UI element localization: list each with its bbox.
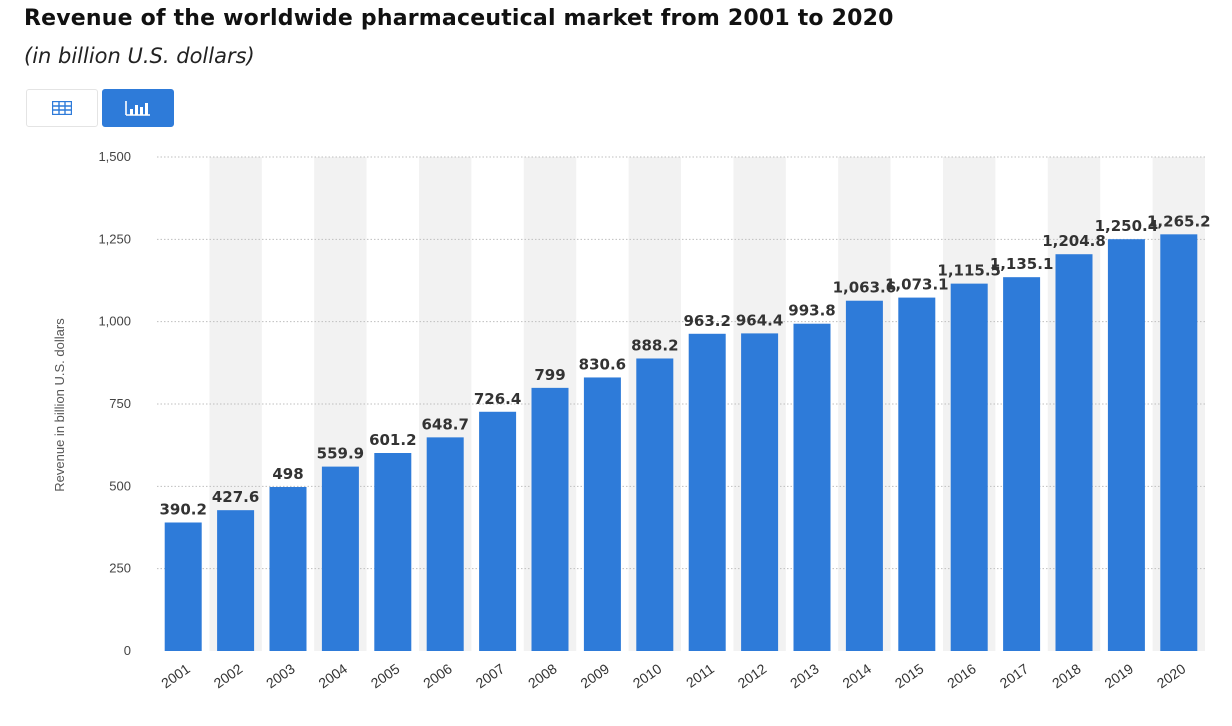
x-tick-label: 2020	[1154, 660, 1189, 691]
x-tick-label: 2019	[1101, 660, 1136, 691]
data-label: 1,250.4	[1095, 217, 1159, 235]
x-tick-label: 2013	[787, 660, 822, 691]
y-tick-label: 250	[109, 561, 131, 576]
data-label: 964.4	[736, 311, 783, 329]
x-tick-label: 2015	[892, 660, 927, 691]
bar	[426, 437, 464, 651]
bar	[164, 522, 202, 651]
x-tick-label: 2005	[368, 660, 403, 691]
table-icon	[52, 101, 72, 115]
data-label: 498	[272, 465, 303, 483]
x-tick-label: 2012	[735, 660, 770, 691]
y-tick-label: 1,250	[98, 231, 131, 246]
y-tick-label: 1,500	[98, 149, 131, 164]
data-label: 648.7	[421, 415, 468, 433]
chart-subtitle: (in billion U.S. dollars)	[24, 44, 255, 68]
x-tick-label: 2002	[211, 660, 246, 691]
bar	[688, 333, 726, 651]
x-tick-label: 2010	[630, 660, 665, 691]
table-view-button[interactable]	[26, 89, 98, 127]
data-label: 963.2	[683, 312, 730, 330]
x-tick-label: 2003	[263, 660, 298, 691]
y-tick-label: 500	[109, 478, 131, 493]
data-label: 390.2	[159, 500, 206, 518]
x-tick-label: 2017	[997, 660, 1032, 691]
data-label: 1,115.5	[937, 262, 1001, 280]
data-label: 1,265.2	[1147, 212, 1211, 230]
bar	[217, 510, 255, 651]
bar	[1055, 254, 1093, 652]
data-label: 830.6	[579, 355, 626, 373]
bar	[1003, 277, 1041, 651]
data-label: 1,135.1	[990, 255, 1054, 273]
x-tick-label: 2008	[525, 660, 560, 691]
data-label: 1,204.8	[1042, 232, 1106, 250]
bar	[531, 387, 569, 651]
x-tick-label: 2004	[315, 660, 350, 691]
bar	[898, 297, 936, 651]
bar	[1160, 234, 1198, 652]
y-tick-label: 0	[124, 643, 131, 658]
data-label: 726.4	[474, 390, 521, 408]
data-label: 799	[534, 366, 565, 384]
x-tick-label: 2011	[683, 660, 717, 690]
x-tick-label: 2016	[944, 660, 979, 691]
data-label: 601.2	[369, 431, 416, 449]
data-label: 1,063.6	[833, 279, 897, 297]
bar	[269, 486, 307, 651]
bar	[793, 323, 831, 651]
x-tick-label: 2006	[420, 660, 455, 691]
bar	[374, 453, 412, 651]
data-label: 888.2	[631, 336, 678, 354]
data-label: 427.6	[212, 488, 259, 506]
bar	[950, 283, 988, 651]
bar	[636, 358, 674, 651]
x-tick-label: 2009	[577, 660, 612, 691]
bar	[583, 377, 621, 651]
x-tick-label: 2001	[158, 660, 193, 691]
x-tick-label: 2018	[1049, 660, 1084, 691]
chart-view-button[interactable]	[102, 89, 174, 127]
bar	[1107, 239, 1145, 651]
chart-title: Revenue of the worldwide pharmaceutical …	[24, 6, 894, 31]
y-axis-label: Revenue in billion U.S. dollars	[52, 318, 67, 492]
bar	[479, 411, 517, 651]
y-tick-label: 750	[109, 396, 131, 411]
bar	[741, 333, 779, 651]
data-label: 993.8	[788, 302, 835, 320]
x-tick-label: 2007	[473, 660, 508, 691]
bar	[845, 300, 883, 651]
x-tick-label: 2014	[839, 660, 874, 691]
y-tick-label: 1,000	[98, 314, 131, 329]
data-label: 1,073.1	[885, 276, 949, 294]
data-label: 559.9	[317, 445, 364, 463]
bar	[321, 466, 359, 651]
bar-chart-icon	[125, 101, 150, 116]
